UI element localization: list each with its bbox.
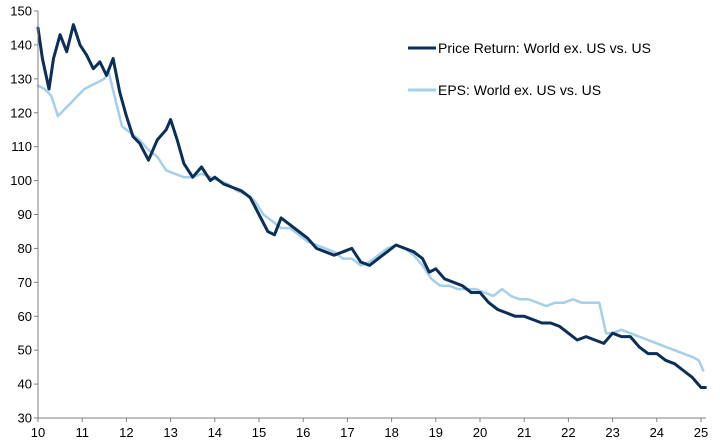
x-tick-label: 13	[163, 425, 177, 440]
y-tick-label: 150	[10, 4, 32, 19]
x-tick-label: 11	[75, 425, 89, 440]
y-tick-label: 30	[18, 411, 32, 426]
y-tick-label: 140	[10, 37, 32, 52]
series-line-eps	[36, 70, 705, 372]
series-line-price-return	[36, 23, 707, 389]
y-axis: 30 40 50 60 70 80 90 100 110 120 130 140 150	[10, 4, 39, 426]
x-tick-label: 23	[605, 425, 619, 440]
legend: Price Return: World ex. US vs. US EPS: Wo…	[408, 40, 651, 98]
x-tick-label: 15	[252, 425, 266, 440]
x-tick-label: 22	[561, 425, 575, 440]
x-tick-label: 20	[473, 425, 487, 440]
x-tick-label: 16	[296, 425, 310, 440]
y-tick-label: 80	[18, 241, 32, 256]
x-tick-label: 18	[384, 425, 398, 440]
x-tick-label: 19	[429, 425, 443, 440]
y-tick-label: 100	[10, 173, 32, 188]
legend-label: EPS: World ex. US vs. US	[438, 82, 601, 98]
y-tick-label: 50	[18, 343, 32, 358]
x-tick-label: 14	[208, 425, 222, 440]
y-tick-label: 120	[10, 105, 32, 120]
y-tick-label: 110	[11, 139, 32, 154]
x-tick-label: 10	[31, 425, 45, 440]
x-tick-label: 17	[340, 425, 354, 440]
x-tick-label: 25	[694, 425, 708, 440]
x-tick-label: 21	[517, 425, 531, 440]
y-tick-label: 60	[18, 309, 32, 324]
x-tick-label: 12	[119, 425, 133, 440]
x-axis: 10 11 12 13 14 15 16 17 18 19 20 21 22 23 24 25	[31, 417, 708, 440]
legend-label: Price Return: World ex. US vs. US	[438, 40, 651, 56]
y-tick-label: 70	[18, 275, 32, 290]
plot-lines	[36, 23, 707, 389]
y-tick-label: 40	[18, 377, 32, 392]
y-tick-label: 90	[18, 207, 32, 222]
y-tick-label: 130	[10, 71, 32, 86]
x-tick-label: 24	[650, 425, 664, 440]
